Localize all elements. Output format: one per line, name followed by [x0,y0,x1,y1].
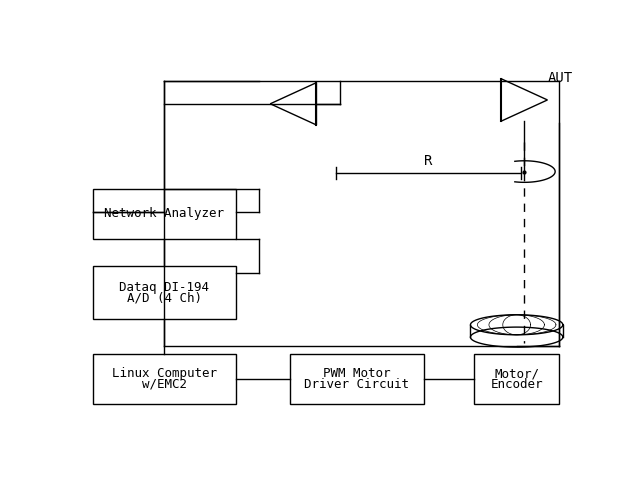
Text: w/EMC2: w/EMC2 [142,378,187,391]
Text: R: R [424,154,432,168]
Bar [289,354,424,404]
Text: AUT: AUT [547,72,573,85]
Text: Motor/: Motor/ [494,367,539,380]
Text: Driver Circuit: Driver Circuit [305,378,410,391]
Bar [474,354,559,404]
Text: Linux Computer: Linux Computer [112,367,217,380]
Text: PWM Motor: PWM Motor [323,367,390,380]
Text: Encoder: Encoder [490,378,543,391]
Bar [93,265,236,319]
Bar [93,354,236,404]
Bar [93,189,236,239]
Text: Dataq DI-194: Dataq DI-194 [120,281,209,294]
Text: A/D (4 Ch): A/D (4 Ch) [127,291,202,304]
Text: Network Analyzer: Network Analyzer [104,207,225,220]
